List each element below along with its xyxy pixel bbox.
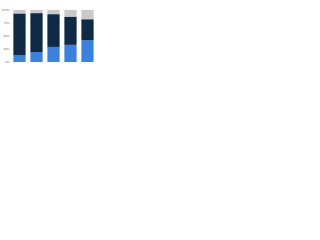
y-tick-label: 75% <box>3 21 9 25</box>
bar-segment <box>30 52 43 62</box>
bar-segment <box>64 10 77 17</box>
y-tick-label: 25% <box>3 47 9 51</box>
bar-segment <box>30 10 43 14</box>
bar-segment <box>47 46 60 62</box>
bar-segment <box>13 55 26 62</box>
bar-segment <box>47 10 60 15</box>
bar-segment <box>47 14 60 47</box>
bar-segment <box>81 19 94 41</box>
bar-segment <box>30 13 43 53</box>
y-tick-label: 0% <box>5 60 10 64</box>
y-tick-label: 100% <box>2 8 10 12</box>
bar-segment <box>13 13 26 56</box>
bar-segment <box>64 16 77 45</box>
y-tick-label: 50% <box>3 34 9 38</box>
page: 0%25%50%75%100% (() => { const data = JS… <box>0 0 320 71</box>
bar-segment <box>64 44 77 62</box>
bar-segment <box>81 40 94 62</box>
bar-segment <box>81 10 94 20</box>
bar-segment <box>13 10 26 14</box>
chart: 0% 25% 50% 75% 100% <box>2 8 96 64</box>
